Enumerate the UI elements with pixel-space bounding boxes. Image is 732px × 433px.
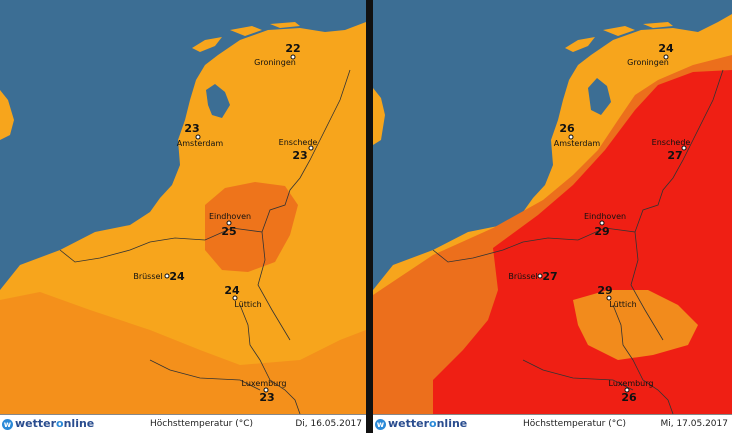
- temp-label: 23: [292, 149, 308, 162]
- zone-orange-tongue: [573, 290, 698, 360]
- logo-text-o: o: [56, 417, 64, 430]
- country-borders: [432, 69, 724, 414]
- city-label: Lüttich: [609, 300, 637, 309]
- map-footer-left: w wetteronline Höchsttemperatur (°C) Di, …: [0, 414, 366, 433]
- city-dot: [308, 145, 314, 151]
- city-dot: [232, 295, 238, 301]
- logo-text-suffix: nline: [63, 417, 95, 430]
- city-dot: [226, 220, 232, 226]
- logo-text-prefix: wetter: [388, 417, 430, 430]
- city-dot: [164, 273, 170, 279]
- temp-label: 24: [658, 42, 674, 55]
- logo-text-o: o: [429, 417, 437, 430]
- temp-label: 27: [667, 149, 683, 162]
- temp-label: 23: [184, 122, 200, 135]
- temp-label: 24: [224, 284, 240, 297]
- islands: [565, 22, 673, 52]
- city-label: Eindhoven: [583, 212, 627, 221]
- map-panel-left: 22 Groningen 23 Amsterdam Enschede 23 Ei…: [0, 0, 366, 433]
- city-label: Luxemburg: [608, 379, 654, 388]
- zone-25: [205, 182, 298, 272]
- legend-title: Höchsttemperatur (°C): [523, 419, 627, 429]
- temp-label: 26: [559, 122, 575, 135]
- temp-label: 24: [169, 270, 185, 283]
- islands: [192, 22, 300, 52]
- city-label: Amsterdam: [176, 139, 224, 148]
- ijsselmeer: [588, 78, 611, 115]
- city-dot: [599, 220, 605, 226]
- city-dot: [537, 273, 543, 279]
- logo-text-suffix: nline: [436, 417, 468, 430]
- city-dot: [663, 54, 669, 60]
- city-dot: [290, 54, 296, 60]
- uk-coast: [0, 90, 14, 140]
- map-date: Mi, 17.05.2017: [660, 419, 728, 429]
- temperature-map-right: [373, 0, 732, 414]
- city-dot: [195, 134, 201, 140]
- city-dot: [568, 134, 574, 140]
- map-panel-right: 24 Groningen 26 Amsterdam Enschede 27 Ei…: [373, 0, 732, 433]
- wetteronline-logo-icon: w: [2, 419, 13, 430]
- city-label: Enschede: [651, 138, 691, 147]
- city-label: Groningen: [254, 58, 296, 67]
- temp-label: 26: [621, 391, 637, 404]
- temp-label: 29: [594, 225, 610, 238]
- city-dot: [606, 295, 612, 301]
- city-label: Eindhoven: [208, 212, 252, 221]
- legend-title: Höchsttemperatur (°C): [150, 419, 254, 429]
- wetteronline-logo-icon: w: [375, 419, 386, 430]
- city-label: Brüssel: [508, 272, 538, 281]
- city-dot: [263, 387, 269, 393]
- ijsselmeer: [206, 84, 230, 118]
- wetteronline-logo[interactable]: w wetteronline: [375, 417, 467, 430]
- temp-label: 25: [221, 225, 237, 238]
- country-borders: [59, 69, 351, 414]
- city-label: Groningen: [627, 58, 669, 67]
- temp-label: 29: [597, 284, 613, 297]
- wetteronline-logo[interactable]: w wetteronline: [2, 417, 94, 430]
- temperature-map-left: [0, 0, 366, 414]
- city-label: Amsterdam: [553, 139, 601, 148]
- city-label: Brüssel: [133, 272, 163, 281]
- city-label: Luxemburg: [241, 379, 287, 388]
- temp-label: 23: [259, 391, 275, 404]
- city-label: Lüttich: [234, 300, 262, 309]
- zone-24-band: [0, 292, 366, 414]
- map-date: Di, 16.05.2017: [295, 419, 362, 429]
- temp-label: 27: [542, 270, 558, 283]
- city-label: Enschede: [278, 138, 318, 147]
- uk-coast: [373, 88, 385, 145]
- map-footer-right: w wetteronline Höchsttemperatur (°C) Mi, …: [373, 414, 732, 433]
- panel-divider: [366, 0, 373, 433]
- logo-text-prefix: wetter: [15, 417, 57, 430]
- city-dot: [681, 145, 687, 151]
- temp-label: 22: [285, 42, 301, 55]
- city-dot: [624, 387, 630, 393]
